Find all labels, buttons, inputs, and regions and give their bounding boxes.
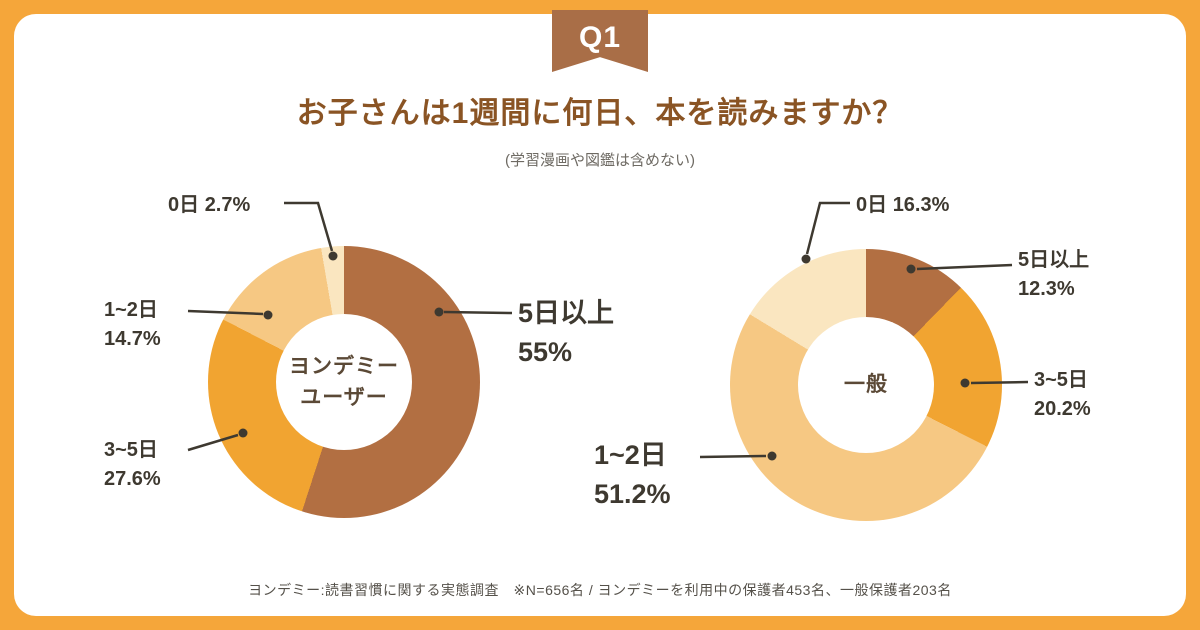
label-yondemy-0days: 0日 2.7% [168,191,250,220]
slice-value: 16.3% [892,194,950,216]
label-general-3to5days: 3~5日 20.2% [1034,366,1091,424]
donut-chart-yondemy-users: ヨンデミー ユーザー [208,246,480,518]
survey-source-note: ヨンデミー:読書習慣に関する実態調査 ※N=656名 / ヨンデミーを利用中の保… [248,582,952,598]
donut-center-label-yondemy: ヨンデミー ユーザー [276,314,412,450]
label-general-1to2days: 1~2日 51.2% [594,436,671,514]
donut-center-label-general: 一般 [798,317,934,453]
slice-value: 20.2% [1034,398,1091,420]
slice-name: 3~5日 [1034,369,1088,391]
slice-name: 5日以上 [1018,249,1090,271]
slice-value: 27.6% [104,468,161,490]
page-subtitle: (学習漫画や図鑑は含めない) [505,152,695,169]
center-label-line: ヨンデミー [289,354,399,378]
slice-name: 3~5日 [104,439,158,461]
slice-name: 1~2日 [104,299,158,321]
label-general-5plusdays: 5日以上 12.3% [1018,246,1089,304]
donut-chart-general: 一般 [730,249,1002,521]
slice-name: 0日 [168,194,200,216]
slice-name: 0日 [856,194,888,216]
center-label-line: ユーザー [300,386,388,409]
label-yondemy-5plusdays: 5日以上 55% [518,294,614,372]
slice-name: 5日以上 [518,298,615,328]
label-yondemy-1to2days: 1~2日 14.7% [104,296,161,354]
slice-value: 14.7% [104,328,161,350]
slice-value: 2.7% [204,194,251,216]
slice-name: 1~2日 [594,440,667,470]
slice-value: 55% [518,337,573,368]
slice-value: 51.2% [594,479,671,510]
label-general-0days: 0日 16.3% [856,191,949,220]
slice-value: 12.3% [1018,278,1075,300]
question-number-label: Q1 [578,21,622,54]
label-yondemy-3to5days: 3~5日 27.6% [104,436,161,494]
center-label-line: 一般 [844,373,888,397]
page-title: お子さんは1週間に何日、本を読みますか？ [296,97,904,130]
